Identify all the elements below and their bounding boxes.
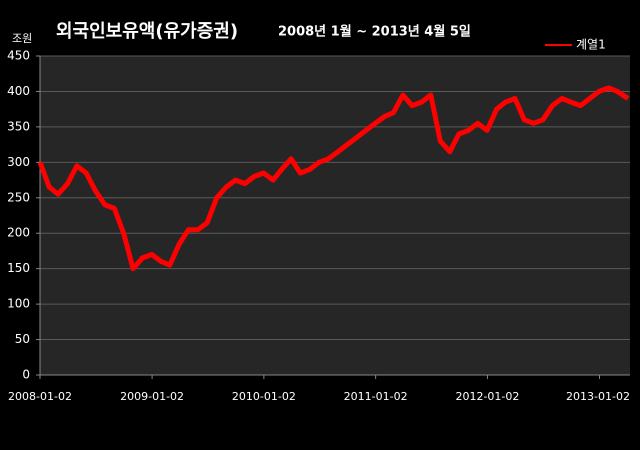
y-tick-label: 150 — [7, 261, 30, 275]
y-tick-label: 350 — [7, 119, 30, 133]
chart-subtitle: 2008년 1월 ~ 2013년 4월 5일 — [278, 24, 471, 40]
y-tick-label: 50 — [15, 332, 30, 346]
x-tick-label: 2012-01-02 — [455, 390, 519, 403]
y-axis-label: 조원 — [12, 32, 32, 45]
x-tick-label: 2011-01-02 — [344, 390, 408, 403]
x-tick-label: 2009-01-02 — [120, 390, 184, 403]
y-tick-label: 300 — [7, 155, 30, 169]
y-tick-label: 100 — [7, 297, 30, 311]
legend-label: 계열1 — [576, 38, 606, 52]
plot-area — [40, 56, 630, 375]
y-tick-label: 250 — [7, 190, 30, 204]
y-tick-label: 0 — [22, 368, 30, 382]
x-tick-label: 2013-01-02 — [566, 390, 630, 403]
y-tick-label: 400 — [7, 84, 30, 98]
chart-title: 외국인보유액(유가증권) — [56, 21, 238, 42]
y-tick-label: 450 — [7, 49, 30, 63]
data-line — [37, 85, 630, 272]
x-tick-label: 2008-01-02 — [8, 390, 72, 403]
x-tick-label: 2010-01-02 — [232, 390, 296, 403]
y-tick-label: 200 — [7, 226, 30, 240]
